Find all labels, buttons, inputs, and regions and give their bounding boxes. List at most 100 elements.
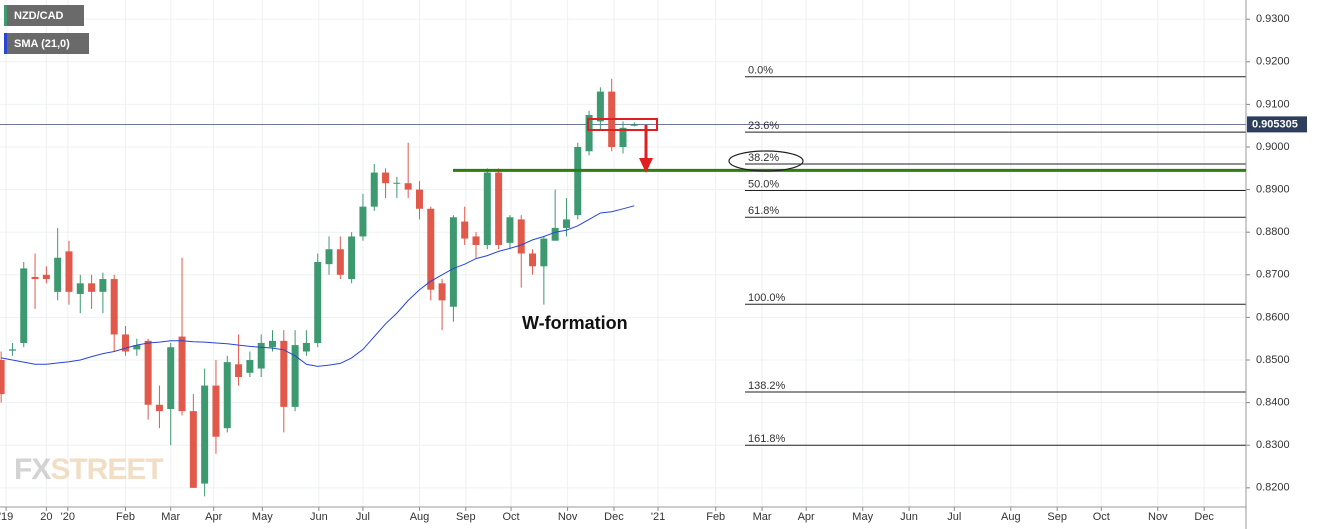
y-tick-label: 0.9100 [1256, 98, 1290, 110]
candle-body [630, 124, 638, 126]
y-tick-label: 0.8200 [1256, 482, 1290, 494]
candle-body [65, 251, 73, 292]
candle-body [201, 385, 209, 484]
legend-box [4, 33, 89, 54]
candle-body [246, 360, 254, 373]
fib-label: 0.0% [748, 65, 773, 77]
x-tick-label: Nov [1148, 511, 1168, 523]
x-tick-label: May [252, 511, 273, 523]
x-tick-label: Jul [947, 511, 961, 523]
candle-body [20, 268, 28, 343]
candle-body [302, 342, 310, 352]
candle-body [99, 279, 107, 292]
candle-body [393, 182, 401, 184]
candle-body [529, 253, 537, 267]
fib-label: 23.6% [748, 120, 779, 132]
x-tick-label: Apr [205, 511, 222, 523]
candle-body [585, 115, 593, 152]
x-tick-label: Sep [1047, 511, 1067, 523]
candle-body [31, 276, 39, 280]
candle-body [144, 340, 152, 405]
candle-body [212, 385, 220, 437]
x-tick-label: Jul [356, 511, 370, 523]
candle-body [359, 206, 367, 237]
candle-body [427, 208, 435, 290]
candle-body [54, 257, 62, 292]
x-tick-label: Jun [900, 511, 918, 523]
y-tick-label: 0.8900 [1256, 183, 1290, 195]
y-tick-label: 0.8300 [1256, 439, 1290, 451]
candle-body [562, 219, 570, 228]
candle-body [348, 236, 356, 280]
x-tick-label: '20 [61, 511, 75, 523]
candle-body [122, 334, 130, 352]
legend-label: SMA (21,0) [14, 38, 70, 50]
candle-body [336, 249, 344, 275]
x-tick-label: 20 [40, 511, 52, 523]
y-tick-label: 0.9000 [1256, 141, 1290, 153]
candle-body [574, 146, 582, 216]
plot-area [0, 76, 1246, 497]
candle-body [325, 249, 333, 265]
candle-body [155, 404, 163, 412]
price-tag-label: 0.905305 [1252, 118, 1298, 130]
candle-body [257, 342, 265, 369]
x-tick-label: Apr [798, 511, 815, 523]
fib-label: 161.8% [748, 433, 786, 445]
x-tick-label: Mar [161, 511, 180, 523]
x-tick-label: Mar [753, 511, 772, 523]
legend-label: NZD/CAD [14, 10, 64, 22]
candle-body [235, 364, 243, 378]
candle-body [404, 183, 412, 190]
candle-body [110, 279, 118, 335]
candle-body [133, 345, 141, 350]
fib-label: 50.0% [748, 178, 779, 190]
x-tick-label: Feb [706, 511, 725, 523]
x-tick-label: Sep [456, 511, 476, 523]
candle-body [438, 283, 446, 301]
fib-label: 138.2% [748, 380, 786, 392]
candle-body [551, 227, 559, 241]
candle-body [42, 274, 50, 280]
annotation: W-formation [522, 313, 628, 333]
candle-body [88, 283, 96, 292]
y-tick-label: 0.8800 [1256, 226, 1290, 238]
candle-body [280, 340, 288, 407]
red-arrow-head [639, 158, 653, 173]
legend-box [4, 5, 84, 26]
watermark: FXSTREET [14, 453, 163, 486]
candle-body [223, 362, 231, 429]
candle-body [178, 336, 186, 412]
fib-label: 100.0% [748, 292, 786, 304]
candle-body [291, 345, 299, 407]
grid [0, 0, 1246, 507]
x-tick-label: Aug [1001, 511, 1021, 523]
x-tick-label: Oct [503, 511, 520, 523]
legend-swatch [4, 5, 7, 26]
x-tick-label: Nov [558, 511, 578, 523]
y-tick-label: 0.8400 [1256, 397, 1290, 409]
candle-body [596, 91, 604, 122]
x-tick-label: May [852, 511, 873, 523]
x-tick-label: Dec [604, 511, 624, 523]
y-tick-label: 0.9300 [1256, 13, 1290, 25]
candle-body [8, 349, 16, 351]
candle-body [382, 172, 390, 184]
x-tick-label: '21 [651, 511, 665, 523]
x-tick-label: Oct [1093, 511, 1110, 523]
candle-body [461, 221, 469, 239]
red-box [587, 118, 658, 131]
candle-body [167, 347, 175, 410]
y-tick-label: 0.8500 [1256, 354, 1290, 366]
candle-body [415, 189, 423, 209]
x-tick-label: '19 [0, 511, 13, 523]
y-tick-label: 0.8600 [1256, 311, 1290, 323]
fib-label: 38.2% [748, 152, 779, 164]
candle-body [483, 172, 491, 245]
x-tick-label: Aug [410, 511, 430, 523]
candle-body [268, 340, 276, 348]
y-tick-label: 0.9200 [1256, 56, 1290, 68]
